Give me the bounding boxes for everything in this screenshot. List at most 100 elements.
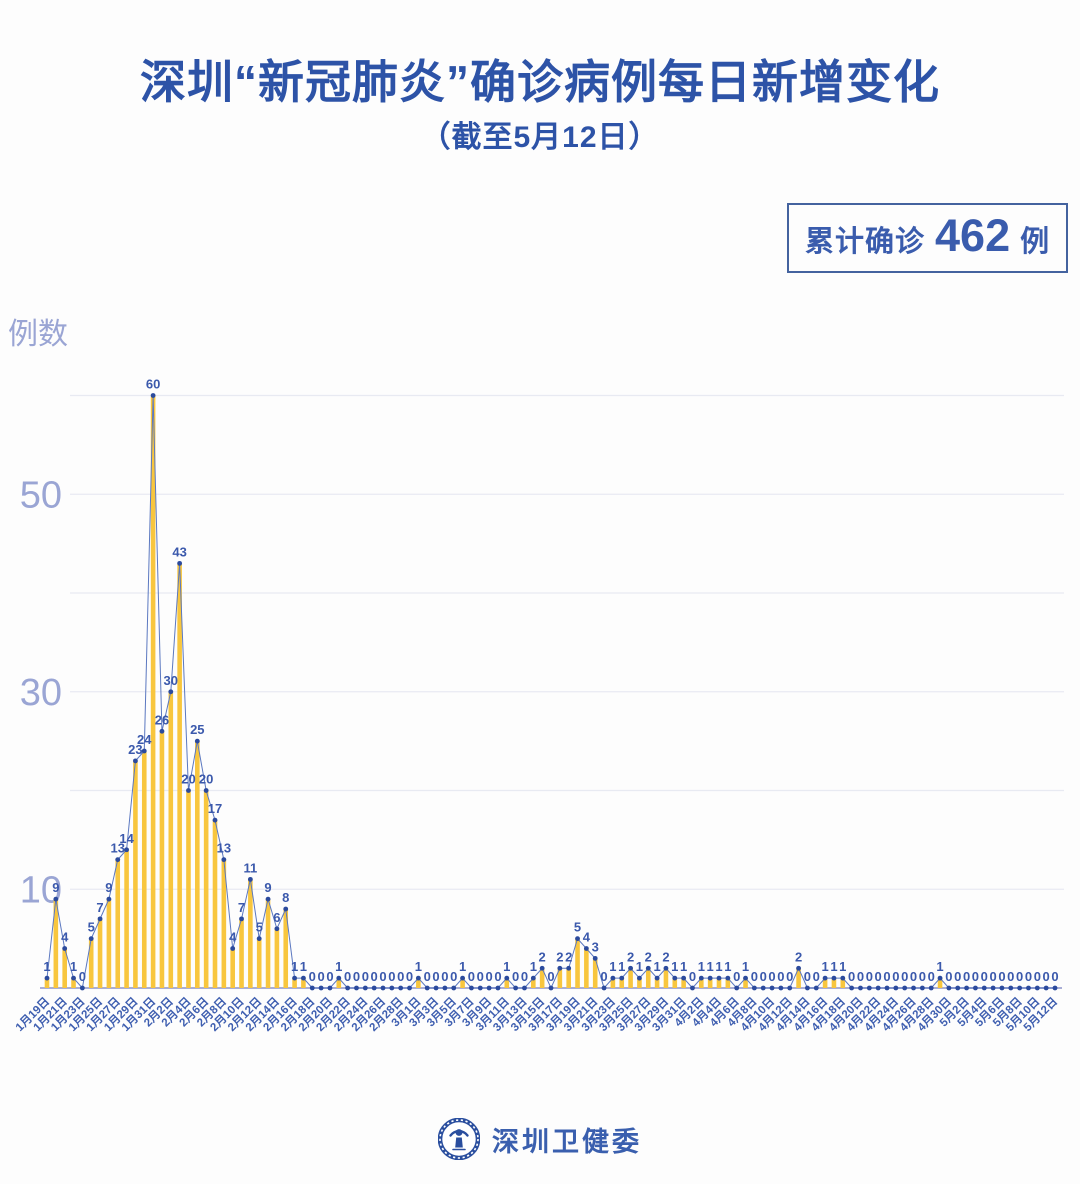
bar [195,741,200,988]
value-label: 0 [963,969,970,984]
data-point [203,788,209,793]
data-point [760,985,766,991]
bar [274,928,280,988]
value-label: 0 [432,969,439,984]
value-label: 2 [627,949,634,964]
data-point [884,985,890,991]
value-label: 14 [119,831,134,846]
bar [531,978,536,988]
bar [256,938,262,988]
bar [230,948,235,988]
value-label: 0 [326,969,333,984]
value-label: 9 [105,880,112,895]
value-label: 24 [137,732,152,747]
bar [654,978,660,988]
value-label: 0 [1051,969,1058,984]
value-label: 1 [636,959,643,974]
value-label: 25 [190,722,204,737]
data-point [645,965,651,971]
data-point [893,985,899,991]
data-point [504,975,510,981]
value-label: 9 [264,880,271,895]
bar [822,978,828,988]
value-label: 0 [945,969,952,984]
data-point [106,896,112,902]
bar [203,790,209,988]
bar [699,978,704,988]
data-point [964,985,969,991]
data-point [610,975,616,981]
value-label: 11 [243,860,257,875]
value-label: 13 [217,841,231,856]
org-name: 深圳卫健委 [492,1126,642,1157]
data-point [743,975,748,981]
data-point [981,985,987,991]
bar [292,978,297,988]
value-label: 1 [618,959,625,974]
data-point [522,985,527,991]
data-point [911,985,916,991]
value-label: 0 [450,969,457,984]
value-label: 0 [79,969,86,984]
data-point [451,985,457,991]
data-point [530,975,536,981]
data-point [477,985,483,991]
data-point [575,936,580,942]
value-label: 0 [689,969,696,984]
bar [239,918,244,988]
bar [133,760,138,988]
value-label: 2 [795,949,802,964]
value-label: 0 [494,969,501,984]
page-title: 深圳“新冠肺炎”确诊病例每日新增变化 [140,56,940,108]
data-point [371,985,377,991]
bar [301,978,306,988]
data-point [168,689,174,695]
data-point [637,975,642,981]
bar [831,978,837,988]
data-point [292,975,297,981]
bar [159,731,165,988]
data-point [362,985,368,991]
value-label: 0 [813,969,820,984]
data-point [88,936,94,942]
data-point [301,975,306,981]
data-point [787,985,793,991]
value-label: 2 [662,949,669,964]
value-label: 1 [530,959,537,974]
data-point [345,985,351,991]
value-label: 0 [362,969,369,984]
bar [416,978,421,988]
data-point [398,985,404,991]
data-point [822,975,828,981]
data-point [654,975,660,981]
value-label: 0 [388,969,395,984]
value-label: 30 [164,673,178,688]
data-point [415,975,421,981]
data-point [265,896,271,902]
value-label: 0 [397,969,404,984]
data-point [495,985,501,991]
data-point [71,975,76,981]
value-label: 0 [998,969,1005,984]
value-label: 0 [1025,969,1032,984]
data-point [698,975,704,981]
value-label: 1 [609,959,616,974]
data-point [583,946,589,951]
data-point [566,965,572,971]
data-point [389,985,395,991]
value-label: 26 [155,712,169,727]
value-label: 1 [821,959,828,974]
data-point [133,758,138,764]
bar [663,968,669,988]
value-label: 1 [70,959,77,974]
value-label: 20 [181,772,195,787]
bar [336,978,342,988]
data-point [619,975,625,981]
bar [168,691,174,988]
value-label: 0 [371,969,378,984]
data-point [115,857,121,863]
data-point [955,985,961,991]
data-point [902,985,908,991]
bar [645,968,651,988]
data-point [318,985,324,991]
